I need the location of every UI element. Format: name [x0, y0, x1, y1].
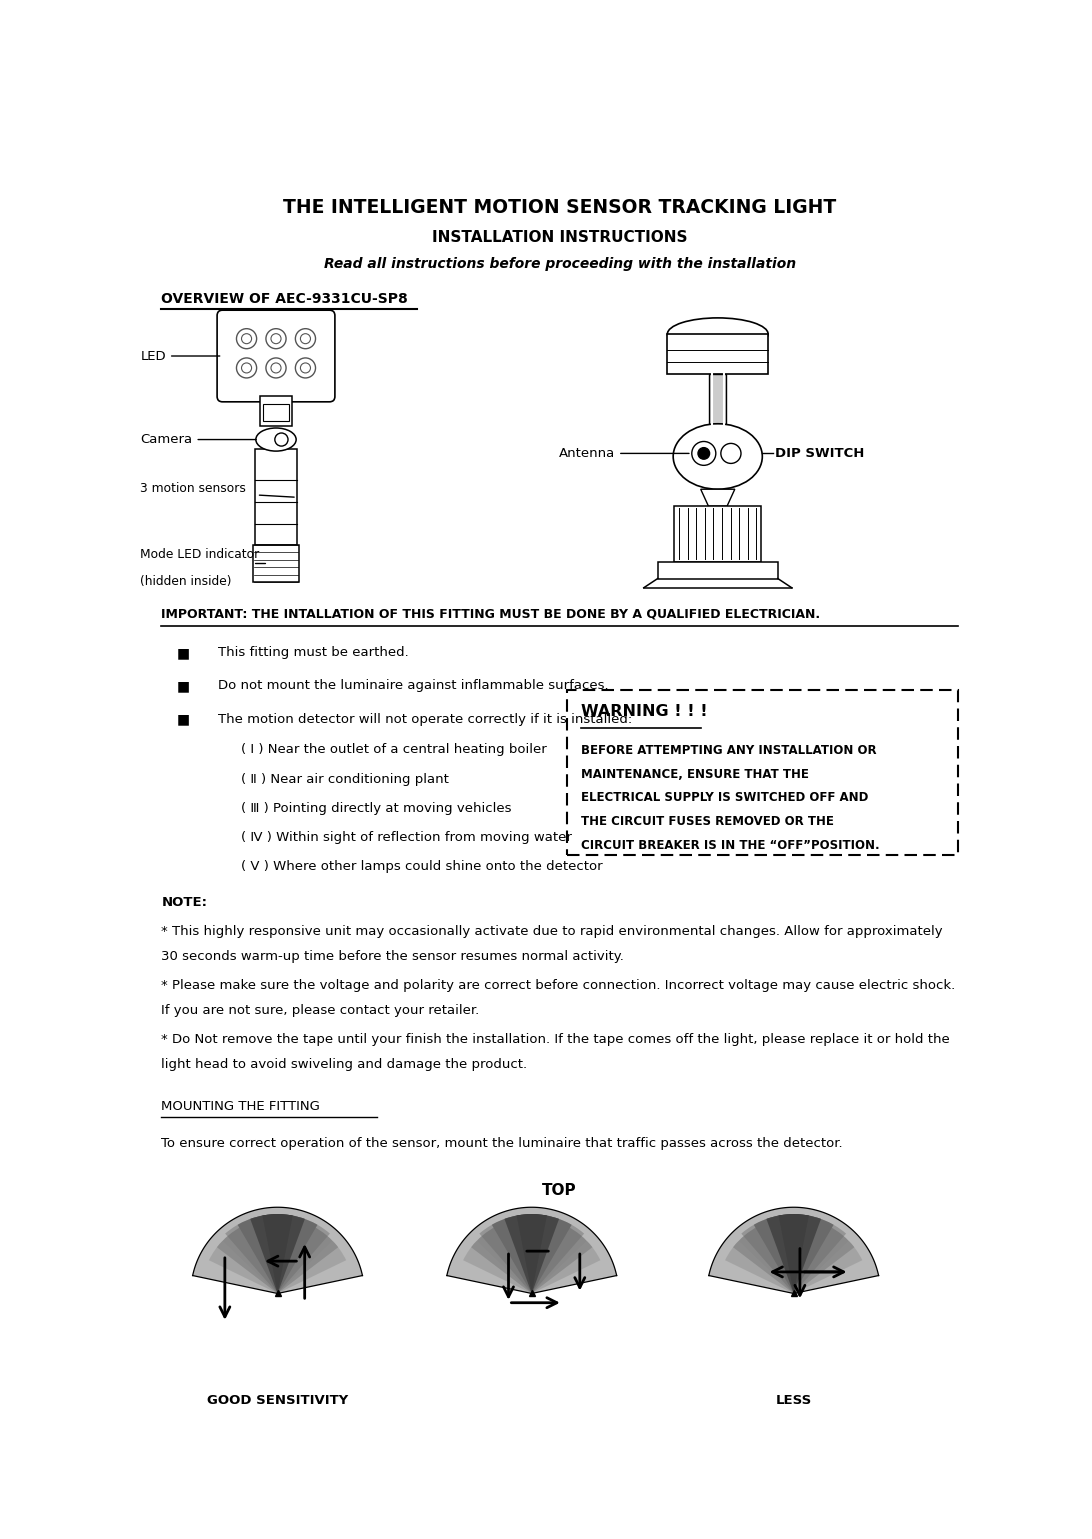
Text: * This highly responsive unit may occasionally activate due to rapid environment: * This highly responsive unit may occasi…: [162, 925, 942, 939]
Wedge shape: [192, 1207, 363, 1293]
Text: * Please make sure the voltage and polarity are correct before connection. Incor: * Please make sure the voltage and polar…: [162, 979, 956, 993]
Text: CIRCUIT BREAKER IS IN THE “OFF”POSITION.: CIRCUIT BREAKER IS IN THE “OFF”POSITION.: [581, 839, 879, 853]
Text: BEFORE ATTEMPTING ANY INSTALLATION OR: BEFORE ATTEMPTING ANY INSTALLATION OR: [581, 743, 876, 757]
FancyBboxPatch shape: [567, 689, 958, 856]
Text: NOTE:: NOTE:: [162, 896, 207, 910]
Text: ( Ⅴ ) Where other lamps could shine onto the detector: ( Ⅴ ) Where other lamps could shine onto…: [241, 860, 603, 874]
Wedge shape: [505, 1214, 559, 1293]
Bar: [675, 506, 761, 562]
Wedge shape: [725, 1240, 794, 1293]
Wedge shape: [225, 1214, 330, 1293]
Wedge shape: [277, 1240, 346, 1293]
Text: WARNING ! ! !: WARNING ! ! !: [581, 703, 708, 719]
Wedge shape: [733, 1227, 794, 1293]
Text: INSTALLATION INSTRUCTIONS: INSTALLATION INSTRUCTIONS: [432, 229, 687, 245]
Text: Antenna: Antenna: [559, 446, 689, 460]
Text: THE INTELLIGENT MOTION SENSOR TRACKING LIGHT: THE INTELLIGENT MOTION SENSOR TRACKING L…: [283, 199, 836, 217]
Wedge shape: [238, 1214, 318, 1293]
Wedge shape: [517, 1214, 547, 1293]
Bar: [263, 405, 289, 422]
Wedge shape: [753, 1214, 833, 1293]
Text: ( Ⅲ ) Pointing directly at moving vehicles: ( Ⅲ ) Pointing directly at moving vehicl…: [241, 802, 512, 814]
Wedge shape: [709, 1207, 879, 1293]
Ellipse shape: [673, 423, 762, 489]
Text: The motion detector will not operate correctly if it is installed:: The motion detector will not operate cor…: [218, 713, 632, 725]
Text: Mode LED indicator: Mode LED indicator: [141, 548, 260, 562]
Bar: [260, 397, 293, 426]
Text: GOOD SENSITIVITY: GOOD SENSITIVITY: [206, 1394, 348, 1407]
Text: MAINTENANCE, ENSURE THAT THE: MAINTENANCE, ENSURE THAT THE: [581, 768, 808, 780]
Wedge shape: [767, 1214, 821, 1293]
Wedge shape: [532, 1240, 601, 1293]
Bar: [667, 334, 768, 374]
Text: This fitting must be earthed.: This fitting must be earthed.: [218, 646, 408, 659]
Wedge shape: [262, 1214, 293, 1293]
Wedge shape: [479, 1214, 584, 1293]
Text: MOUNTING THE FITTING: MOUNTING THE FITTING: [162, 1100, 320, 1113]
Wedge shape: [217, 1227, 277, 1293]
Ellipse shape: [667, 319, 768, 351]
Text: TOP: TOP: [543, 1183, 577, 1199]
Text: DIP SWITCH: DIP SWITCH: [774, 446, 864, 460]
Wedge shape: [277, 1227, 339, 1293]
Bar: [709, 374, 726, 429]
Text: Camera: Camera: [141, 432, 257, 446]
FancyBboxPatch shape: [217, 311, 335, 402]
Bar: [657, 562, 778, 579]
Text: LESS: LESS: [775, 1394, 811, 1407]
Wedge shape: [250, 1214, 305, 1293]
Wedge shape: [794, 1240, 863, 1293]
Text: LED: LED: [141, 349, 219, 363]
Text: If you are not sure, please contact your retailer.: If you are not sure, please contact your…: [162, 1003, 479, 1017]
Polygon shape: [701, 489, 735, 506]
Wedge shape: [532, 1227, 592, 1293]
Wedge shape: [794, 1227, 854, 1293]
Wedge shape: [471, 1227, 532, 1293]
Text: THE CIRCUIT FUSES REMOVED OR THE: THE CIRCUIT FUSES REMOVED OR THE: [581, 816, 833, 828]
Text: ( Ⅳ ) Within sight of reflection from moving water: ( Ⅳ ) Within sight of reflection from mo…: [241, 831, 572, 843]
Text: Do not mount the luminaire against inflammable surfaces.: Do not mount the luminaire against infla…: [218, 679, 608, 693]
Bar: [252, 545, 299, 582]
Text: ■: ■: [177, 713, 190, 726]
Text: ■: ■: [177, 646, 190, 660]
Ellipse shape: [256, 428, 296, 451]
Text: To ensure correct operation of the sensor, mount the luminaire that traffic pass: To ensure correct operation of the senso…: [162, 1137, 843, 1150]
Text: light head to avoid swiveling and damage the product.: light head to avoid swiveling and damage…: [162, 1057, 527, 1071]
Text: Read all instructions before proceeding with the installation: Read all instructions before proceeding …: [323, 257, 796, 271]
Wedge shape: [209, 1240, 277, 1293]
Text: ELECTRICAL SUPPLY IS SWITCHED OFF AND: ELECTRICAL SUPPLY IS SWITCHED OFF AND: [581, 791, 868, 805]
Text: OVERVIEW OF AEC-9331CU-SP8: OVERVIEW OF AEC-9331CU-SP8: [162, 291, 408, 306]
Wedge shape: [741, 1214, 846, 1293]
Circle shape: [698, 448, 710, 459]
Text: * Do Not remove the tape until your finish the installation. If the tape comes o: * Do Not remove the tape until your fini…: [162, 1033, 950, 1047]
Text: ( Ⅰ ) Near the outlet of a central heating boiler: ( Ⅰ ) Near the outlet of a central heati…: [241, 743, 547, 756]
Text: 30 seconds warm-up time before the sensor resumes normal activity.: 30 seconds warm-up time before the senso…: [162, 950, 625, 963]
Bar: [256, 449, 297, 545]
Text: IMPORTANT: THE INTALLATION OF THIS FITTING MUST BE DONE BY A QUALIFIED ELECTRICI: IMPORTANT: THE INTALLATION OF THIS FITTI…: [162, 608, 820, 620]
Wedge shape: [463, 1240, 532, 1293]
Text: ■: ■: [177, 679, 190, 693]
Text: 3 motion sensors: 3 motion sensors: [141, 482, 247, 496]
Wedge shape: [447, 1207, 617, 1293]
Text: (hidden inside): (hidden inside): [141, 576, 232, 588]
Wedge shape: [779, 1214, 809, 1293]
Text: ( Ⅱ ) Near air conditioning plant: ( Ⅱ ) Near air conditioning plant: [241, 773, 449, 785]
Wedge shape: [491, 1214, 572, 1293]
